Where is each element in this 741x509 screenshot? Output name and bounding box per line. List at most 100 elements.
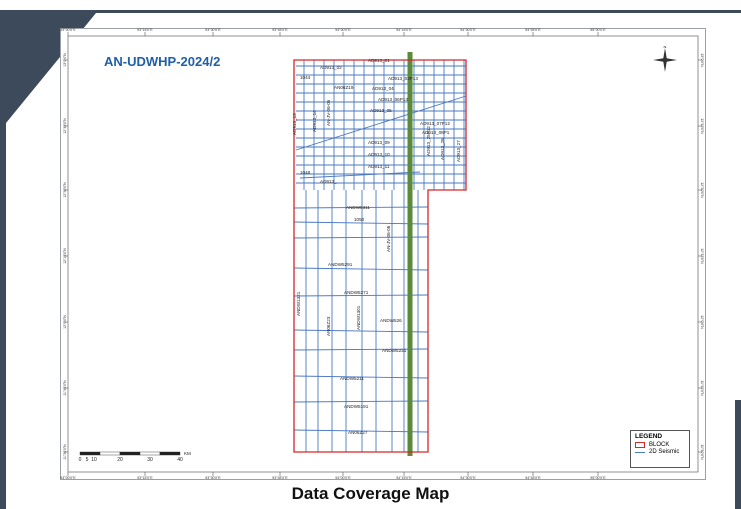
seismic-line-label: AD913_10: [368, 152, 390, 157]
seismic-line-label: AD913_14: [312, 110, 317, 132]
seismic-line-label: AD913_13: [292, 113, 297, 135]
legend-title: LEGEND: [635, 433, 663, 440]
map-caption: Data Coverage Map: [291, 484, 450, 503]
seismic-line: [293, 267, 429, 271]
left-tick-label: 11°45'0"N: [63, 380, 67, 396]
seismic-line: [293, 294, 429, 297]
seismic-line-label: AD913_04: [372, 86, 394, 91]
seismic-line-label: ANDW5311: [346, 205, 370, 210]
scale-bar-unit: KM: [184, 451, 191, 456]
seismic-line-diagonal: [295, 95, 467, 151]
seismic-line-label: AD913_01: [368, 58, 390, 63]
north-arrow-icon: N: [651, 46, 679, 74]
top-tick-label: 95°00'0"E: [590, 28, 606, 32]
seismic-line-label: ANDW1321: [296, 291, 301, 316]
scale-bar-segment: [79, 451, 101, 456]
legend-block-label: BLOCK: [649, 442, 670, 448]
seismic-line-label: 1044: [300, 75, 311, 80]
seismic-line: [293, 429, 429, 433]
top-tick-label: 93°00'0"E: [60, 28, 76, 32]
block-boundary: [293, 59, 467, 453]
seismic-line-label: 1048: [300, 170, 311, 175]
seismic-line-label: AD913_11: [368, 164, 390, 169]
legend-seismic-swatch: [635, 451, 645, 453]
seismic-line: [299, 171, 421, 179]
scale-bar-label: 40: [177, 457, 183, 463]
scale-bar-label: 30: [147, 457, 153, 463]
top-tick-label: 93°45'0"E: [272, 28, 288, 32]
seismic-line-label: AD913_03P13: [388, 76, 418, 81]
seismic-line-label: ANDW5271: [344, 290, 369, 295]
seismic-line-label: AD913_07P12: [420, 121, 450, 126]
legend-block-swatch: [635, 442, 645, 448]
bottom-tick-label: 94°30'0"E: [460, 476, 476, 480]
legend-item-seismic: 2D Seismic: [635, 449, 689, 455]
block-title: AN-UDWHP-2024/2: [104, 54, 221, 69]
bottom-tick-label: 93°30'0"E: [205, 476, 221, 480]
top-tick-label: 94°30'0"E: [460, 28, 476, 32]
seismic-line: [293, 400, 429, 403]
seismic-line-label: AD913_26: [440, 138, 445, 160]
top-tick-label: 94°00'0"E: [335, 28, 351, 32]
scale-bar-label: 20: [117, 457, 123, 463]
seismic-line-label: 1050: [354, 217, 365, 222]
right-tick-label: 11°45'0"N: [700, 380, 704, 396]
scale-bar-label: 0: [79, 457, 82, 463]
seismic-line: [293, 221, 429, 225]
left-tick-label: 12°0'0"N: [63, 315, 67, 329]
seismic-line-label: ANDW5291: [328, 262, 353, 267]
seismic-line-label: AN06Z19: [334, 85, 354, 90]
seismic-line-label: AN-JV-06-05: [326, 99, 331, 126]
scale-bar-label: 5: [86, 457, 89, 463]
scale-bar-segment: [99, 451, 121, 456]
seismic-line-label: ANDW5211: [340, 376, 364, 381]
seismic-line: [293, 375, 429, 379]
right-tick-label: 13°0'0"N: [700, 53, 704, 67]
legend-item-block: BLOCK: [635, 442, 689, 448]
seismic-line-label: AD913_27: [456, 140, 461, 162]
seismic-line-label: AD913_06P13: [378, 97, 408, 102]
legend-seismic-label: 2D Seismic: [649, 449, 680, 455]
left-tick-label: 12°30'0"N: [63, 182, 67, 198]
north-label: N: [664, 46, 667, 49]
scale-bar-segment: [139, 451, 161, 456]
seismic-line-label: AD913_08P1: [422, 130, 450, 135]
seismic-line: [293, 348, 429, 351]
seismic-line: [293, 236, 429, 239]
neatline: [67, 35, 699, 473]
scale-bar-segment: [159, 451, 181, 456]
right-tick-label: 12°45'0"N: [700, 118, 704, 134]
left-tick-label: 11°30'0"N: [63, 444, 67, 460]
top-tick-label: 94°45'0"E: [525, 28, 541, 32]
bottom-tick-label: 93°00'0"E: [60, 476, 76, 480]
frame-top-bar: [0, 10, 741, 13]
right-tick-label: 12°30'0"N: [700, 182, 704, 198]
scale-bar-segment: [119, 451, 141, 456]
seismic-line-label: AD913_25P12: [426, 126, 431, 156]
left-tick-label: 12°45'0"N: [63, 118, 67, 134]
seismic-line-label: AD913_09: [368, 140, 390, 145]
seismic-line-label: AD913_02: [320, 65, 342, 70]
map-panel: [60, 28, 706, 480]
seismic-line-label: ANDW5231: [382, 348, 407, 353]
right-tick-label: 12°0'0"N: [700, 315, 704, 329]
bottom-tick-label: 95°00'0"E: [590, 476, 606, 480]
scale-bar-label: 10: [91, 457, 97, 463]
seismic-line-label: AD913_05: [370, 108, 392, 113]
bottom-tick-label: 94°00'0"E: [335, 476, 351, 480]
legend: LEGEND BLOCK 2D Seismic: [630, 430, 690, 468]
frame-left-bar: [0, 10, 6, 509]
seismic-line-label: AD913_: [320, 179, 337, 184]
left-tick-label: 12°15'0"N: [63, 248, 67, 264]
bottom-tick-label: 94°15'0"E: [396, 476, 412, 480]
seismic-line-label: ANDW5191: [344, 404, 369, 409]
top-tick-label: 94°15'0"E: [396, 28, 412, 32]
seismic-line-label: ANDW526: [380, 318, 402, 323]
frame-right-bar: [735, 400, 741, 509]
seismic-line: [293, 329, 429, 333]
bottom-tick-label: 93°45'0"E: [272, 476, 288, 480]
top-tick-label: 93°30'0"E: [205, 28, 221, 32]
seismic-line-label: ANDW1301: [356, 305, 361, 330]
left-tick-label: 13°0'0"N: [63, 53, 67, 67]
